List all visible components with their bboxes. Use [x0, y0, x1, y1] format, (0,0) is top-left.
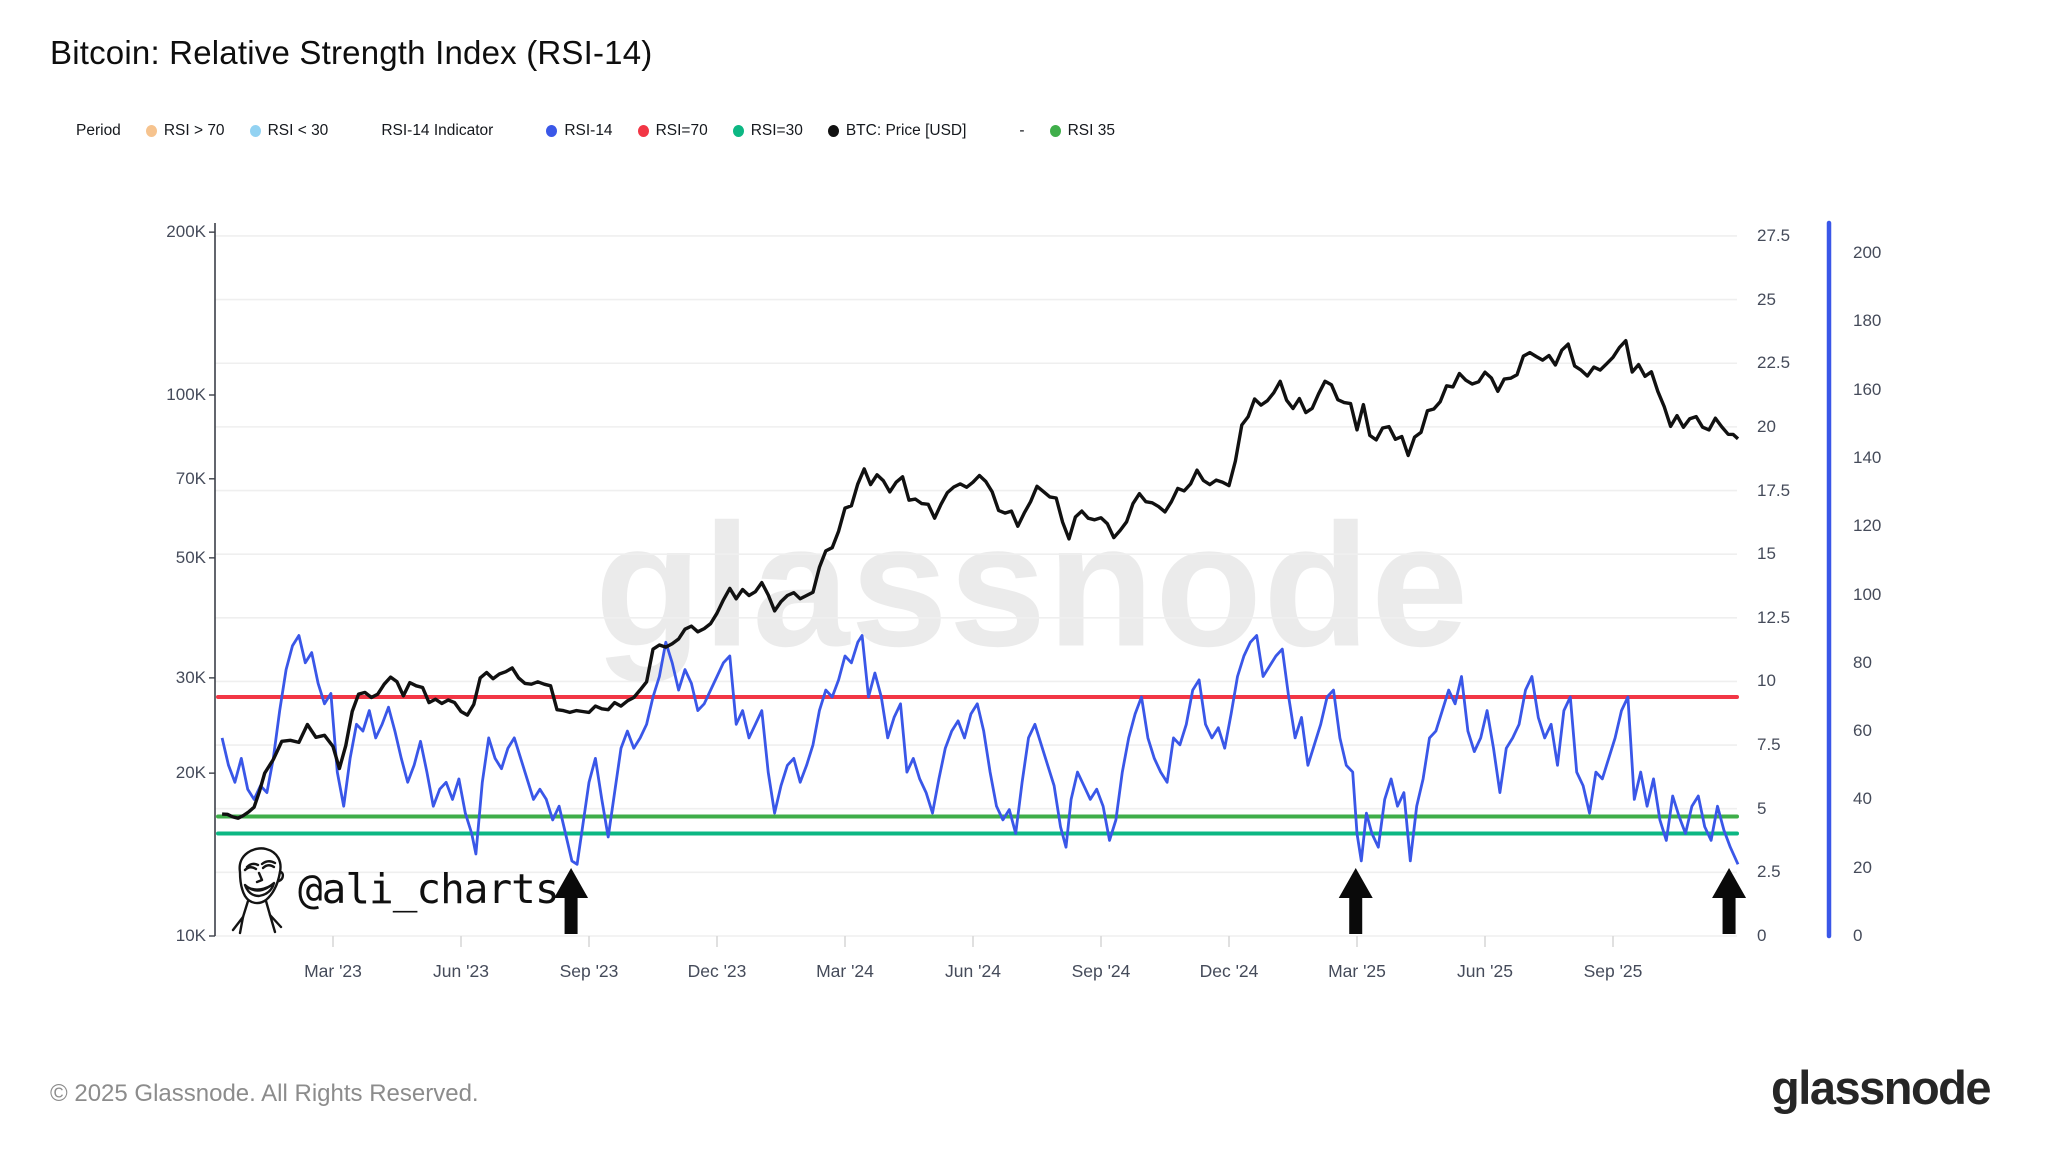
x-axis-tick-label: Jun '25: [1457, 961, 1513, 981]
x-axis-tick-label: Jun '23: [433, 961, 489, 981]
up-arrow-annotation: [1712, 868, 1747, 934]
page-title: Bitcoin: Relative Strength Index (RSI-14…: [50, 34, 653, 71]
outer-right-axis-tick-label: 60: [1853, 721, 1872, 741]
legend-item-rsi-14-indicator[interactable]: RSI-14 Indicator: [381, 122, 493, 140]
x-axis-tick-label: Jun '24: [945, 961, 1001, 981]
x-axis-tick-label: Mar '24: [816, 961, 874, 981]
outer-right-axis-tick-label: 180: [1853, 311, 1882, 331]
inner-right-axis-tick-label: 2.5: [1757, 862, 1781, 882]
price-axis-tick-label: 20K: [175, 763, 206, 783]
author-watermark: @ali_charts: [228, 842, 560, 936]
outer-right-axis-tick-label: 120: [1853, 516, 1882, 536]
rsi-14-line: [220, 634, 1740, 866]
legend: Period RSI > 70 RSI < 30 RSI-14 Indicator RS…: [76, 122, 1140, 140]
outer-right-axis-tick-label: 160: [1853, 379, 1882, 399]
inner-right-axis-tick-label: 25: [1757, 289, 1776, 309]
legend-dot-icon: [1049, 125, 1061, 137]
legend-item-period[interactable]: Period: [76, 122, 121, 140]
x-axis-tick-label: Mar '25: [1328, 961, 1386, 981]
legend-item-[interactable]: -: [1019, 122, 1024, 140]
legend-item-label: RSI-14 Indicator: [381, 122, 494, 139]
legend-item-rsi-14[interactable]: RSI-14: [546, 122, 613, 140]
x-axis-tick-label: Sep '24: [1071, 961, 1131, 981]
legend-item-label: RSI-14: [564, 122, 613, 139]
legend-dot-icon: [145, 125, 157, 137]
price-axis-tick-label: 70K: [175, 468, 206, 488]
legend-item-label: RSI=30: [750, 122, 803, 139]
outer-right-axis-tick-label: 40: [1853, 789, 1872, 809]
inner-right-axis-tick-label: 22.5: [1757, 353, 1791, 373]
legend-item-rsi-30[interactable]: RSI < 30: [249, 122, 329, 140]
legend-item-label: BTC: Price [USD]: [845, 122, 967, 139]
inner-right-axis-tick-label: 27.5: [1757, 225, 1791, 245]
legend-item-rsi-70[interactable]: RSI=70: [637, 122, 708, 140]
x-axis-tick-label: Sep '25: [1583, 961, 1643, 981]
inner-right-axis-tick-label: 17.5: [1757, 480, 1791, 500]
price-axis-tick-label: 10K: [175, 926, 206, 945]
x-axis-tick-label: Mar '23: [304, 961, 362, 981]
legend-dot-icon: [637, 125, 649, 137]
ali-face-icon: [231, 847, 285, 935]
price-axis-tick-label: 50K: [175, 547, 206, 567]
up-arrow-annotation: [1338, 868, 1373, 934]
legend-item-rsi-35[interactable]: RSI 35: [1049, 122, 1115, 140]
legend-item-label: RSI > 70: [163, 122, 225, 139]
outer-right-axis-tick-label: 20: [1853, 857, 1872, 877]
outer-right-axis-tick-label: 0: [1853, 926, 1863, 945]
legend-item-rsi-30[interactable]: RSI=30: [732, 122, 803, 140]
price-axis-tick-label: 100K: [166, 385, 206, 404]
legend-dot-icon: [546, 125, 558, 137]
btc-price-line: [222, 339, 1740, 820]
legend-item-label: RSI 35: [1067, 122, 1115, 139]
inner-right-axis-tick-label: 15: [1757, 544, 1776, 564]
inner-right-axis-tick-label: 12.5: [1757, 607, 1791, 627]
copyright-text: © 2025 Glassnode. All Rights Reserved.: [50, 1080, 479, 1107]
legend-item-label: RSI < 30: [267, 122, 329, 139]
legend-item-label: -: [1019, 122, 1025, 139]
outer-right-axis-tick-label: 80: [1853, 652, 1872, 672]
legend-dot-icon: [732, 125, 744, 137]
x-axis-tick-label: Dec '23: [687, 961, 747, 981]
x-axis-tick-label: Dec '24: [1199, 961, 1259, 981]
author-handle: @ali_charts: [298, 865, 560, 913]
inner-right-axis-tick-label: 10: [1757, 671, 1776, 691]
outer-right-axis-tick-label: 100: [1853, 584, 1882, 604]
outer-right-axis-tick-label: 140: [1853, 447, 1882, 467]
glassnode-logo: glassnode: [1771, 1061, 1991, 1114]
legend-item-label: RSI=70: [655, 122, 708, 139]
x-axis-tick-label: Sep '23: [559, 961, 619, 981]
price-axis-tick-label: 30K: [175, 667, 206, 687]
legend-item-rsi-70[interactable]: RSI > 70: [145, 122, 225, 140]
legend-dot-icon: [827, 125, 839, 137]
inner-right-axis-tick-label: 5: [1757, 798, 1767, 818]
glassnode-watermark: glassnode: [594, 488, 1470, 684]
up-arrow-annotation: [554, 868, 589, 934]
inner-right-axis-tick-label: 7.5: [1757, 735, 1781, 755]
inner-right-axis-tick-label: 20: [1757, 416, 1776, 436]
legend-item-btc-price-usd[interactable]: BTC: Price [USD]: [827, 122, 967, 140]
legend-item-label: Period: [76, 122, 121, 139]
legend-dot-icon: [249, 125, 261, 137]
inner-right-axis-tick-label: 0: [1757, 926, 1767, 945]
price-axis-tick-label: 200K: [166, 222, 206, 242]
outer-right-axis-tick-label: 200: [1853, 243, 1882, 262]
